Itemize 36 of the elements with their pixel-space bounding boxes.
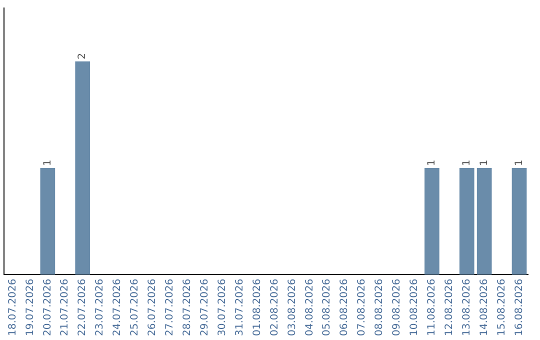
x-tick-label: 21.07.2026 bbox=[60, 278, 71, 336]
x-tick-label: 07.08.2026 bbox=[356, 278, 368, 336]
x-tick-label: 18.07.2026 bbox=[7, 278, 18, 336]
x-tick-label: 20.07.2026 bbox=[42, 278, 54, 336]
x-tick-label: 30.07.2026 bbox=[216, 278, 228, 336]
x-tick-label: 05.08.2026 bbox=[322, 278, 333, 336]
x-tick-label: 10.08.2026 bbox=[409, 278, 420, 336]
x-tick-label: 02.08.2026 bbox=[269, 278, 280, 336]
x-tick-label: 14.08.2026 bbox=[478, 278, 490, 336]
x-tick-label: 01.08.2026 bbox=[252, 278, 263, 336]
data-label: 1 bbox=[478, 160, 490, 166]
x-tick-label: 31.07.2026 bbox=[234, 278, 246, 336]
x-tick-label: 24.07.2026 bbox=[112, 278, 124, 336]
x-tick-label: 09.08.2026 bbox=[392, 278, 403, 336]
x-tick-label: 13.08.2026 bbox=[461, 278, 472, 336]
x-tick-label: 08.08.2026 bbox=[374, 278, 386, 336]
x-tick-label: 11.08.2026 bbox=[426, 278, 438, 336]
data-label: 1 bbox=[514, 160, 525, 166]
x-tick-label: 29.07.2026 bbox=[199, 278, 210, 336]
x-tick-label: 04.08.2026 bbox=[304, 278, 316, 336]
data-label: 2 bbox=[77, 52, 88, 60]
x-tick-label: 28.07.2026 bbox=[182, 278, 193, 336]
x-tick-label: 12.08.2026 bbox=[444, 278, 455, 336]
x-tick-label: 22.07.2026 bbox=[77, 278, 88, 336]
data-label: 1 bbox=[461, 160, 472, 166]
x-tick-label: 25.07.2026 bbox=[130, 278, 141, 336]
data-label: 1 bbox=[42, 160, 54, 166]
x-tick-label: 23.07.2026 bbox=[94, 278, 106, 336]
x-tick-label: 27.07.2026 bbox=[164, 278, 176, 336]
x-tick-label: 03.08.2026 bbox=[286, 278, 298, 336]
x-tick-label: 19.07.2026 bbox=[24, 278, 36, 336]
x-tick-label: 15.08.2026 bbox=[496, 278, 508, 336]
data-label: 1 bbox=[426, 160, 438, 166]
x-tick-label: 06.08.2026 bbox=[339, 278, 350, 336]
x-tick-label: 26.07.2026 bbox=[147, 278, 158, 336]
x-tick-label: 16.08.2026 bbox=[514, 278, 525, 336]
